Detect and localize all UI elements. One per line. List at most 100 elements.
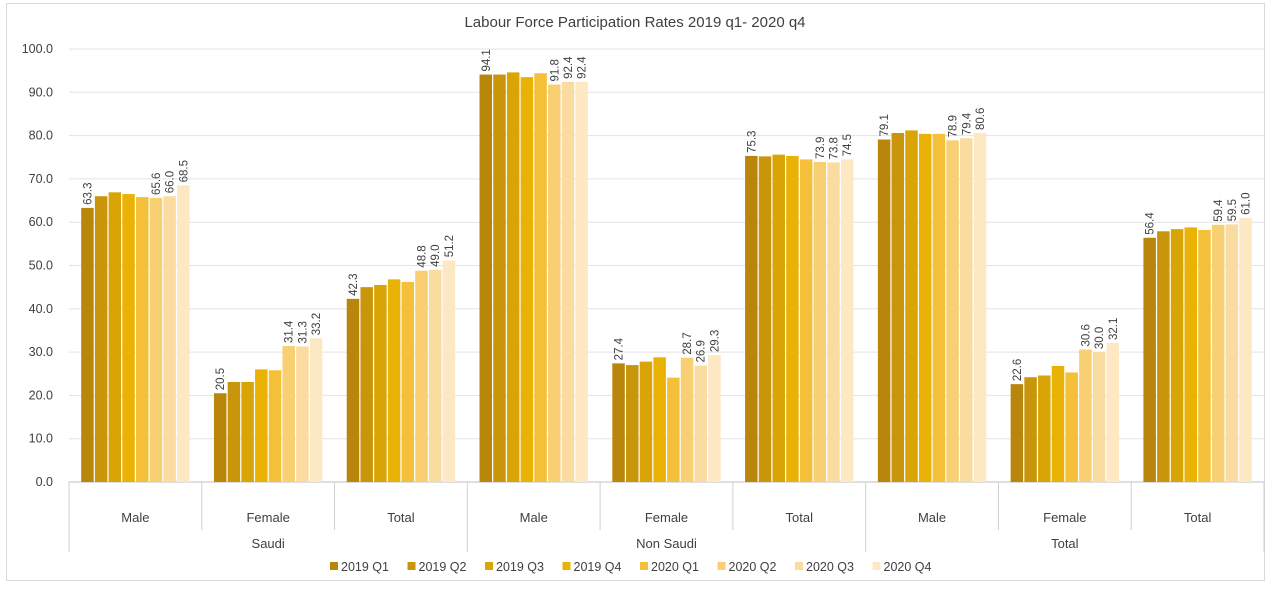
bar: [1225, 224, 1239, 483]
bar: [1239, 217, 1252, 482]
legend-swatch: [407, 562, 416, 570]
bar: [960, 138, 973, 482]
legend-item-label: 2020 Q1: [651, 560, 699, 574]
x-tick-label: Female: [645, 510, 688, 525]
data-label: 59.5: [1227, 199, 1239, 221]
data-label: 73.8: [829, 137, 841, 159]
legend-item-label: 2019 Q4: [574, 560, 622, 574]
bar: [1010, 384, 1024, 482]
data-label: 92.4: [577, 56, 589, 79]
legend-swatch: [872, 562, 881, 570]
legend-swatch: [795, 562, 803, 570]
bar: [309, 338, 323, 482]
x-tick-label: Female: [246, 510, 289, 525]
data-label: 29.3: [709, 330, 721, 352]
bar: [1170, 229, 1184, 482]
x-group-label: Non Saudi: [636, 536, 697, 551]
legend-item-label: 2019 Q2: [419, 560, 467, 574]
y-tick-label: 60.0: [29, 215, 53, 229]
chart-title: Labour Force Participation Rates 2019 q1…: [464, 14, 805, 31]
data-label: 30.6: [1080, 324, 1092, 346]
bar: [667, 377, 680, 482]
data-label: 32.1: [1108, 318, 1120, 340]
data-label: 56.4: [1145, 212, 1157, 235]
bar: [680, 357, 694, 482]
x-axis: Male Female Total Male Female Total Male Female…: [68, 482, 1265, 552]
bar: [149, 197, 163, 482]
bar: [177, 185, 190, 482]
data-label: 22.6: [1012, 359, 1024, 381]
bar: [891, 133, 905, 482]
y-tick-label: 70.0: [29, 172, 53, 186]
bar: [94, 196, 108, 482]
bar: [1106, 343, 1120, 482]
data-label: 26.9: [696, 340, 708, 362]
bar: [1157, 231, 1170, 482]
bar: [1143, 237, 1156, 482]
bar: [1198, 229, 1211, 482]
data-label: 92.4: [563, 56, 575, 79]
bar: [786, 155, 799, 483]
data-label: 75.3: [746, 131, 758, 153]
bar: [241, 381, 254, 482]
bar: [163, 196, 176, 482]
y-tick-label: 10.0: [29, 432, 53, 446]
chart-frame: [6, 3, 1265, 581]
bar: [387, 279, 401, 482]
data-label: 42.3: [348, 273, 360, 295]
bar: [108, 192, 122, 482]
legend-item-label: 2020 Q4: [884, 560, 932, 574]
data-label: 61.0: [1241, 192, 1253, 214]
bar: [694, 365, 707, 482]
data-label: 74.5: [842, 134, 854, 156]
legend-item-label: 2019 Q3: [496, 560, 544, 574]
bar: [918, 133, 932, 483]
data-label: 66.0: [165, 171, 177, 193]
legend-swatch: [640, 562, 648, 570]
data-label: 28.7: [682, 332, 694, 354]
bar: [1184, 227, 1198, 482]
bar: [905, 130, 918, 483]
bar: [827, 162, 840, 483]
bar: [813, 162, 827, 482]
bar: [877, 139, 891, 482]
x-tick-label: Total: [1184, 510, 1212, 525]
y-tick-label: 80.0: [29, 129, 53, 143]
legend-item-label: 2019 Q1: [341, 560, 389, 574]
bar: [1051, 365, 1065, 482]
data-label: 51.2: [444, 235, 456, 257]
bar: [415, 270, 428, 482]
data-label: 27.4: [614, 337, 626, 360]
data-label: 33.2: [311, 313, 323, 335]
bar: [122, 194, 135, 482]
bar: [561, 81, 575, 483]
legend-swatch: [330, 562, 338, 570]
legend-swatch: [562, 562, 571, 570]
bar: [296, 346, 309, 482]
x-tick-label: Male: [520, 510, 548, 525]
legend-swatch: [485, 562, 493, 570]
bar: [374, 284, 387, 482]
bar: [626, 365, 639, 482]
bar: [612, 363, 625, 482]
legend-swatch: [717, 562, 726, 570]
y-tick-label: 40.0: [29, 302, 53, 316]
data-labels: 63.3 20.5 42.3 94.1 27.4 75.3 79.1 22.6 56.4 65.6…: [82, 49, 1252, 390]
data-label: 31.3: [297, 321, 309, 343]
bar: [772, 154, 785, 483]
bar: [932, 133, 946, 483]
bar: [1079, 349, 1092, 482]
bar: [639, 361, 653, 482]
data-label: 65.6: [151, 173, 163, 195]
bar: [708, 355, 721, 482]
data-label: 48.8: [416, 245, 428, 267]
bar: [493, 74, 506, 482]
data-label: 91.8: [549, 59, 561, 81]
data-label: 31.4: [284, 320, 296, 343]
y-tick-label: 30.0: [29, 345, 53, 359]
bar: [520, 77, 534, 483]
bar: [575, 81, 588, 483]
bars: [81, 72, 1252, 483]
